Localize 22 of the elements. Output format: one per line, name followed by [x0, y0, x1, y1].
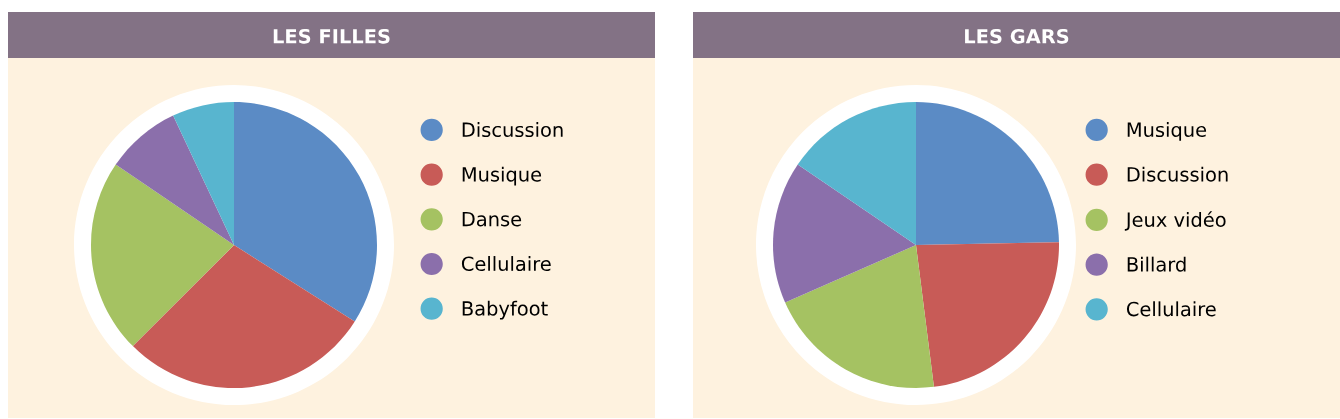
- legend-label: Billard: [1127, 256, 1186, 272]
- chart-title: LES FILLES: [273, 28, 390, 44]
- legend-label: Cellulaire: [461, 256, 551, 272]
- chart-title: LES GARS: [965, 28, 1069, 44]
- legend-label: Discussion: [1127, 166, 1228, 182]
- legend-label: Musique: [1127, 122, 1207, 141]
- pie-slice: [91, 164, 234, 347]
- legend-label: Jeux vidéo: [1124, 211, 1226, 231]
- pie-slice: [115, 115, 234, 245]
- pie-slice: [797, 102, 916, 245]
- pie-slice: [773, 164, 916, 303]
- legend-label: Danse: [462, 211, 522, 227]
- pie-slice: [916, 242, 1059, 387]
- pie-slice: [785, 245, 934, 388]
- pie-slice: [132, 245, 355, 388]
- pie-slice: [173, 102, 234, 245]
- legend-label: Musique: [462, 166, 542, 186]
- legend-label: Discussion: [462, 122, 563, 138]
- legend-label: Babyfoot: [462, 300, 548, 320]
- legend-label: Cellulaire: [1126, 301, 1216, 317]
- pie-slice: [234, 102, 377, 322]
- pie-slice: [916, 102, 1059, 245]
